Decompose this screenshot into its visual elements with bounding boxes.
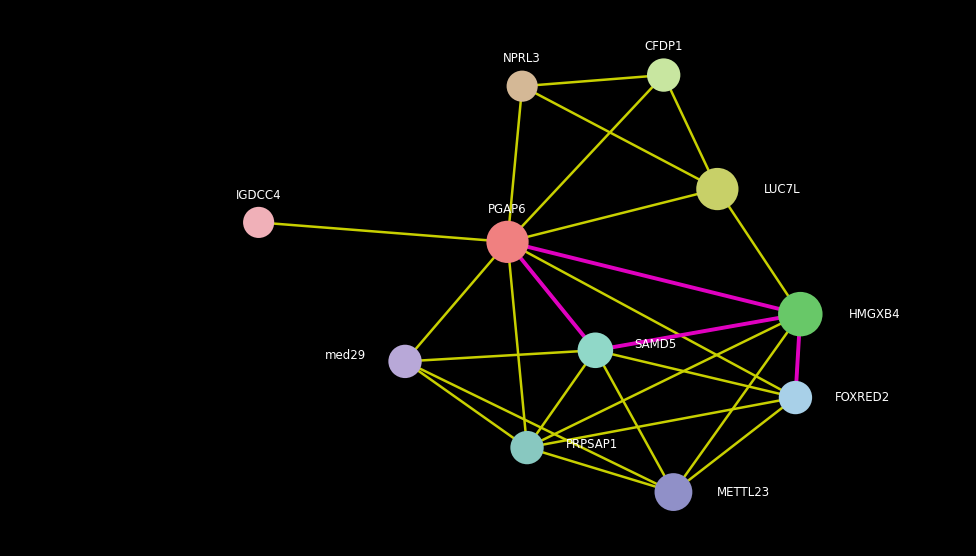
Text: PRPSAP1: PRPSAP1 <box>566 438 619 451</box>
Ellipse shape <box>388 345 422 378</box>
Text: HMGXB4: HMGXB4 <box>849 307 901 321</box>
Text: FOXRED2: FOXRED2 <box>834 391 890 404</box>
Ellipse shape <box>578 332 613 368</box>
Text: SAMD5: SAMD5 <box>634 338 676 351</box>
Ellipse shape <box>243 207 274 238</box>
Text: PGAP6: PGAP6 <box>488 203 527 216</box>
Text: METTL23: METTL23 <box>716 485 769 499</box>
Ellipse shape <box>655 473 692 511</box>
Text: med29: med29 <box>325 349 366 363</box>
Ellipse shape <box>510 431 544 464</box>
Ellipse shape <box>647 58 680 92</box>
Ellipse shape <box>696 168 739 210</box>
Text: CFDP1: CFDP1 <box>644 40 683 53</box>
Text: NPRL3: NPRL3 <box>504 52 541 65</box>
Text: IGDCC4: IGDCC4 <box>236 190 281 202</box>
Ellipse shape <box>778 292 823 336</box>
Ellipse shape <box>486 221 529 263</box>
Ellipse shape <box>779 381 812 414</box>
Text: LUC7L: LUC7L <box>764 182 801 196</box>
Ellipse shape <box>507 71 538 102</box>
